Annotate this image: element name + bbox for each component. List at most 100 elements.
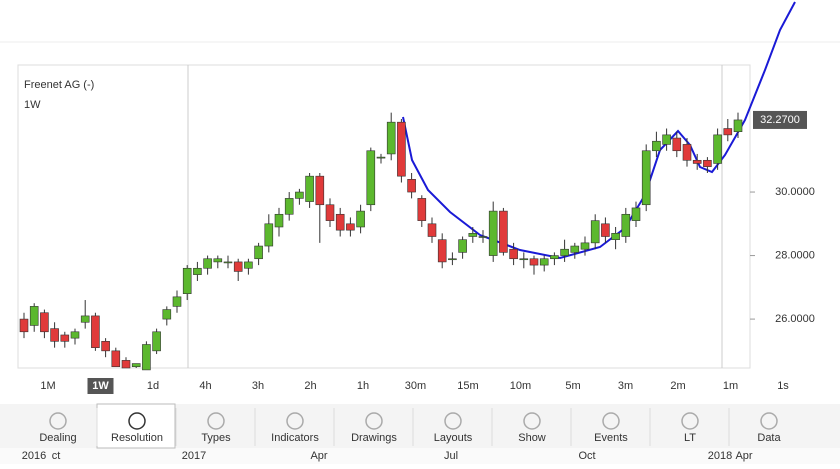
time-label: Apr (310, 450, 327, 462)
candle-body (672, 137, 682, 152)
candle-body (376, 156, 386, 159)
candle-body (335, 213, 345, 231)
candle-body (295, 191, 304, 199)
resolution-option[interactable]: 1M (40, 380, 55, 392)
candle-body (386, 121, 396, 155)
candle-body (203, 258, 212, 269)
candle-body (499, 210, 508, 253)
resolution-option[interactable]: 2m (670, 380, 685, 392)
instrument-title: Freenet AG (-) (24, 79, 94, 91)
candle-body (121, 360, 131, 369)
candle-body (101, 341, 110, 352)
candle-body (519, 258, 529, 261)
candle-body (692, 159, 702, 164)
candle-body (274, 213, 284, 228)
candle-body (703, 159, 712, 167)
candle-body (529, 258, 539, 266)
candle-body (652, 140, 661, 152)
time-label: Apr (735, 450, 752, 462)
candle-body (611, 233, 620, 240)
candle-body (713, 134, 722, 164)
toolbar-icon (444, 412, 462, 430)
resolution-option[interactable]: 1d (147, 380, 159, 392)
candle-body (448, 258, 457, 261)
candle-body (560, 248, 569, 256)
candle-body (284, 198, 294, 215)
resolution-option[interactable]: 1W (92, 380, 109, 392)
candle-body (50, 328, 59, 342)
candle-body (458, 239, 467, 253)
time-label: Oct (578, 450, 595, 462)
candle-body (601, 223, 610, 237)
candle-body (325, 204, 335, 221)
toolbar-icon (49, 412, 67, 430)
candle-body (366, 150, 376, 206)
toolbar-button[interactable]: LT (684, 432, 696, 444)
resolution-option[interactable]: 2h (304, 380, 316, 392)
resolution-option[interactable]: 1m (723, 380, 738, 392)
candle-body (346, 223, 355, 231)
candle-body (19, 318, 29, 333)
candle-body (40, 312, 49, 333)
candle-body (621, 213, 631, 237)
candle-body (305, 175, 314, 202)
toolbar-button[interactable]: Show (518, 432, 546, 444)
toolbar-button[interactable]: Data (757, 432, 781, 444)
candle-body (223, 261, 233, 264)
toolbar-button[interactable]: Dealing (39, 432, 76, 444)
candle-body (682, 144, 692, 161)
candle-body (80, 315, 90, 323)
candle-body (570, 245, 580, 253)
candle-body (70, 331, 80, 339)
candle-body (193, 267, 202, 275)
toolbar-icon (523, 412, 541, 430)
timeline (0, 448, 840, 464)
resolution-option[interactable]: 3h (252, 380, 264, 392)
toolbar-icon (760, 412, 778, 430)
candle-body (427, 223, 437, 237)
toolbar-button[interactable]: Drawings (351, 432, 397, 444)
candle-body (233, 261, 243, 272)
candle-body (182, 267, 192, 294)
toolbar-button[interactable]: Resolution (111, 432, 163, 444)
toolbar-button[interactable]: Events (594, 432, 628, 444)
resolution-option[interactable]: 15m (457, 380, 478, 392)
resolution-option[interactable]: 10m (510, 380, 531, 392)
candle-body (407, 179, 416, 193)
y-tick-label: 28.0000 (775, 249, 815, 261)
candle-body (91, 315, 100, 348)
resolution-label: 1W (24, 99, 41, 111)
candle-body (131, 363, 141, 368)
resolution-option[interactable]: 3m (618, 380, 633, 392)
toolbar-button[interactable]: Layouts (434, 432, 473, 444)
time-label: 2016 (22, 450, 46, 462)
resolution-option[interactable]: 5m (565, 380, 580, 392)
resolution-option[interactable]: 1h (357, 380, 369, 392)
candle-body (397, 121, 406, 177)
candle-body (264, 223, 274, 247)
y-tick-label: 30.0000 (775, 186, 815, 198)
candle-body (356, 210, 365, 228)
time-label: 2017 (182, 450, 206, 462)
candle-body (142, 344, 151, 371)
toolbar-button[interactable]: Indicators (271, 432, 319, 444)
last-price-box (753, 110, 807, 129)
toolbar-button[interactable]: Types (201, 432, 231, 444)
candle-body (662, 134, 671, 145)
candle-body (254, 245, 263, 260)
candle-body (468, 233, 478, 237)
candle-body (580, 242, 590, 250)
resolution-option[interactable]: 1s (777, 380, 789, 392)
resolution-option[interactable]: 4h (199, 380, 211, 392)
time-label: ct (52, 450, 61, 462)
candle-body (539, 258, 549, 266)
time-label: 2018 (708, 450, 732, 462)
resolution-option[interactable]: 30m (405, 380, 426, 392)
candle-body (244, 261, 253, 269)
candle-body (29, 306, 39, 326)
toolbar-icon (681, 412, 699, 430)
candle-body (60, 334, 70, 342)
candle-body (315, 175, 325, 206)
candle-body (172, 296, 182, 307)
